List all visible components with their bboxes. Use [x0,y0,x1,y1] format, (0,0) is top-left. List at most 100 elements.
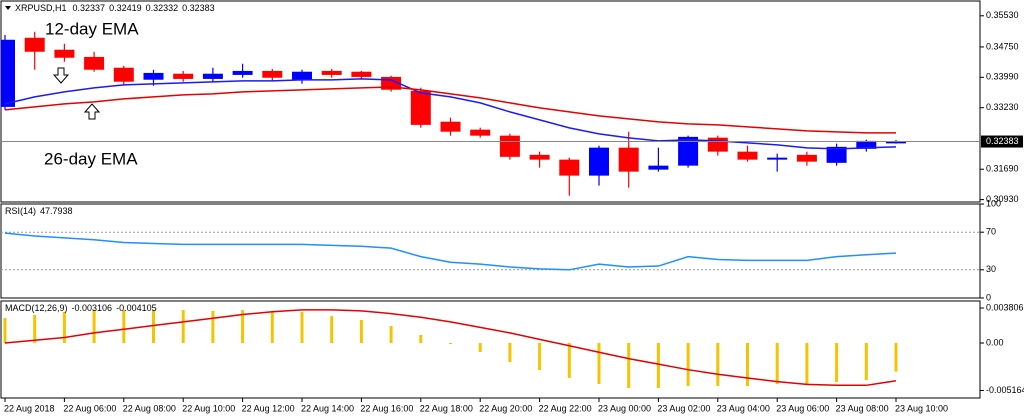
x-tick-label: 22 Aug 06:00 [63,403,116,413]
macd-bar [152,310,155,344]
signal-last: -0.004105 [116,303,157,313]
macd-bar [419,335,423,344]
x-tick-label: 22 Aug 22:00 [539,403,592,413]
y-tick-label: 0.31690 [986,164,1019,174]
y-tick-label: 0.003806 [986,302,1024,312]
macd-bar [359,320,363,344]
macd-bar [805,343,809,385]
candle-body [796,154,817,162]
macd-bar [478,343,482,353]
macd-bar [270,312,274,344]
x-tick-label: 23 Aug 08:00 [836,403,889,413]
macd-bar [567,343,571,378]
rsi-header: RSI(14) 47.7938 [5,206,73,216]
x-tick-label: 22 Aug 12:00 [242,403,295,413]
candle-body [410,90,431,125]
axes: 0.35530 0.34750 0.33990 0.33230 0.31690 0.309… [4,10,1024,413]
line-series [4,86,896,134]
macd-bar [3,318,7,344]
x-tick-label: 22 Aug 08:00 [123,403,176,413]
candle-body [321,70,342,75]
y-tick-label: 70 [986,227,996,237]
y-tick-label: 0.33230 [986,102,1019,112]
candle-body [648,165,669,170]
candle-body [54,49,75,58]
line-series [4,309,897,387]
arrow-up [83,103,101,120]
candle-body [440,121,461,132]
macd-bar [211,311,215,344]
y-tick-label: 0.00 [986,337,1004,347]
y-tick-label: 0.35530 [986,10,1019,20]
annotation: 26-day EMA [44,149,138,168]
candle-body [886,141,906,144]
macd-title: MACD(12,26,9) [5,303,68,313]
macd-last: -0.003106 [72,303,113,313]
price-label: 0.32383 [986,136,1019,146]
arrow-down [52,67,70,84]
x-tick-label: 23 Aug 00:00 [598,403,651,413]
symbol: XRPUSD,H1 [15,3,67,13]
header-open: 0.32337 [73,3,106,13]
rsi-title: RSI(14) [5,206,36,216]
y-tick-label: 0.30930 [986,194,1019,204]
candle-body [470,129,491,136]
candle-body [1,39,15,107]
x-tick-label: 22 Aug 16:00 [360,403,413,413]
y-tick-label: 100 [986,198,1001,208]
rsi-plot [1,231,980,271]
x-tick-label: 22 Aug 14:00 [301,403,354,413]
x-tick-label: 23 Aug 02:00 [657,403,710,413]
candle-body [618,147,639,172]
candle-body [202,73,223,79]
candle-body [292,71,312,80]
x-tick-label: 23 Aug 04:00 [717,403,770,413]
candle-body [84,56,105,70]
header-high: 0.32419 [109,3,142,13]
candle-body [826,146,847,163]
macd-bar [92,310,96,344]
macd-bar [508,343,512,363]
candle-body [678,136,699,166]
header-close: 0.32383 [182,3,215,13]
macd-plot [3,309,898,388]
macd-bar [330,316,334,344]
candle-body [529,154,550,160]
x-tick-label: 22 Aug 10:00 [182,403,235,413]
candle-body [589,147,609,176]
price-panel [0,0,981,203]
y-tick-label: 0.34750 [986,41,1019,51]
macd-header: MACD(12,26,9) -0.003106 -0.004105 [5,303,157,313]
y-tick-label: 0 [986,292,991,302]
macd-bar [716,343,720,386]
candle-body [351,71,372,77]
macd-bar [627,343,631,388]
price-header: XRPUSD,H1 0.32337 0.32419 0.32332 0.32383 [15,3,215,13]
header-low: 0.32332 [146,3,179,13]
candle-body [143,72,164,80]
macd-bar [33,315,37,344]
x-tick-label: 22 Aug 18:00 [420,403,473,413]
candle-body [113,67,134,82]
macd-bar [122,310,126,344]
price-label-box [981,135,1023,148]
y-tick-label: 0.33990 [986,72,1019,82]
x-tick-label: 22 Aug 20:00 [479,403,532,413]
candle-body [499,135,520,157]
candle-body [707,137,728,152]
macd-bar [389,326,393,344]
price-plot [1,31,980,196]
macd-bar [686,343,690,386]
macd-bar [449,343,452,345]
rsi-last: 47.7938 [40,206,73,216]
line-series [4,78,897,150]
rsi-panel [0,203,981,299]
macd-bar [656,343,660,388]
macd-bar [597,343,601,385]
y-tick-label: 30 [986,264,996,274]
candle-body [559,159,580,176]
macd-panel [0,300,981,399]
macd-bar [746,343,749,386]
macd-bar [864,343,868,380]
